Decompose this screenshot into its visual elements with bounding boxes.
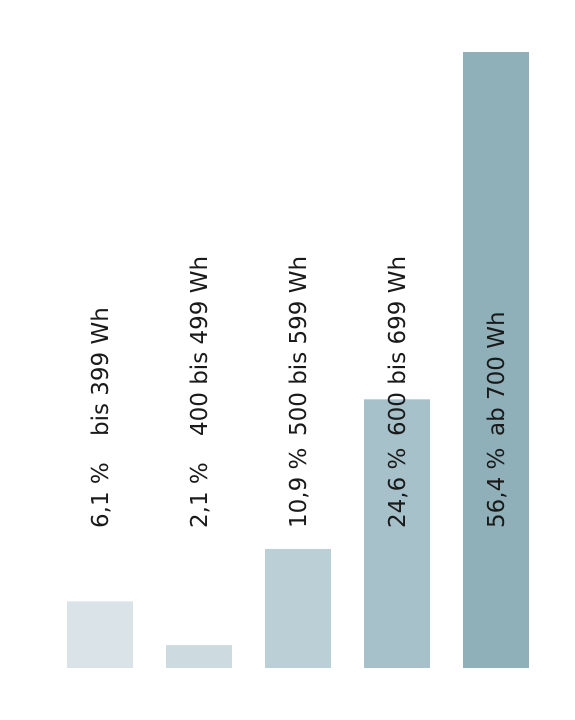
bars-group (67, 52, 529, 668)
value-label-3: 10,9 % (286, 448, 312, 528)
value-label-1: 6,1 % (88, 462, 114, 528)
bar-2 (166, 645, 232, 668)
category-label-3: 500 bis 599 Wh (286, 256, 312, 436)
category-label-4: 600 bis 699 Wh (385, 256, 411, 436)
bar-4 (364, 399, 430, 668)
category-label-2: 400 bis 499 Wh (187, 256, 213, 436)
bar-3 (265, 548, 331, 668)
labels-group: 6,1 % bis 399 Wh 2,1 % 400 bis 499 Wh 10,9 %… (88, 256, 510, 528)
bar-1 (67, 601, 133, 668)
value-label-2: 2,1 % (187, 462, 213, 528)
category-label-5: ab 700 Wh (484, 311, 510, 436)
value-label-4: 24,6 % (385, 448, 411, 528)
category-label-1: bis 399 Wh (88, 307, 114, 436)
value-label-5: 56,4 % (484, 448, 510, 528)
bar-5 (463, 52, 529, 668)
